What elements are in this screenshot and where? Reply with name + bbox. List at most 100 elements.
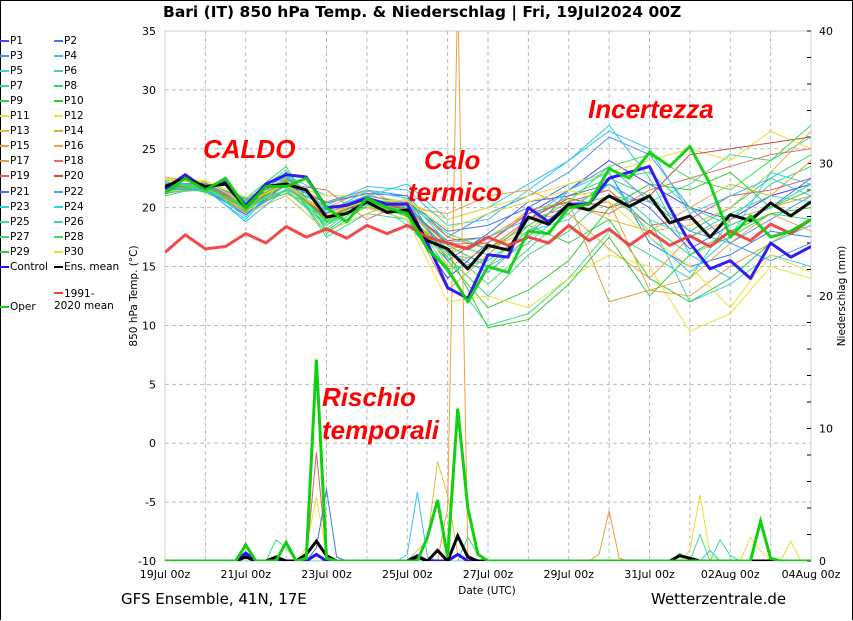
legend-item: P16: [54, 140, 84, 152]
y-axis-label: 850 hPa Temp. (°C): [128, 245, 140, 346]
x-axis-label: Date (UTC): [458, 585, 515, 597]
legend-label: P22: [64, 185, 84, 198]
legend-label: P11: [10, 110, 30, 123]
legend-swatch: [54, 266, 63, 268]
legend-swatch: [0, 55, 9, 58]
legend-item: P3: [0, 50, 23, 62]
series-line-p23: [165, 130, 811, 226]
legend-swatch: [0, 85, 9, 88]
legend-label: P8: [64, 80, 78, 93]
y-tick-label: 30: [142, 84, 156, 97]
legend-item: P29: [0, 246, 30, 258]
legend-label: P5: [10, 65, 24, 78]
legend-swatch: [54, 250, 63, 253]
legend-label: P10: [64, 95, 84, 108]
legend-swatch: [0, 220, 9, 223]
legend-item: P10: [54, 95, 84, 107]
legend-label: P14: [64, 125, 84, 138]
legend-item: P18: [54, 155, 84, 167]
legend-item: P14: [54, 125, 84, 137]
legend-label: P15: [10, 140, 30, 153]
series-line-1991-2020-mean: [165, 218, 811, 254]
precip-line-p11: [165, 494, 811, 561]
legend-swatch: [0, 190, 9, 193]
legend-item: P27: [0, 231, 30, 243]
series-line-p30: [165, 178, 811, 309]
legend-item: P26: [54, 216, 84, 228]
source-credit: Wetterzentrale.de: [651, 590, 787, 608]
x-tick-label: 02Aug 00z: [701, 568, 760, 581]
chart-title: Bari (IT) 850 hPa Temp. & Niederschlag |…: [163, 3, 682, 21]
legend-swatch: [0, 306, 9, 308]
y2-tick-label: 0: [819, 555, 826, 568]
y2-tick-label: 20: [819, 290, 833, 303]
precip-line-p16: [165, 31, 811, 561]
legend-label: P17: [10, 155, 30, 168]
legend-label: P1: [10, 35, 24, 47]
legend-swatch: [54, 160, 63, 163]
y-tick-label: 10: [142, 319, 156, 332]
legend-label: P3: [10, 50, 24, 63]
legend-label: P18: [64, 155, 84, 168]
legend-swatch: [0, 40, 9, 42]
legend-item: P17: [0, 155, 30, 167]
y-tick-label: 20: [142, 202, 156, 215]
x-tick-label: 25Jul 00z: [382, 568, 433, 581]
legend-swatch: [54, 220, 63, 223]
y-tick-label: 0: [149, 437, 156, 450]
y-tick-label: 25: [142, 143, 156, 156]
legend-swatch: [54, 292, 63, 294]
y-tick-label: 5: [149, 378, 156, 391]
legend-item: P23: [0, 201, 30, 213]
legend-item: P7: [0, 80, 23, 92]
legend-label: P9: [10, 95, 24, 108]
precip-line-ens-mean: [165, 532, 811, 561]
series-line-control: [165, 164, 811, 300]
legend-item: P2: [54, 35, 77, 47]
y-tick-label: -5: [145, 496, 156, 509]
annotation-text: temporali: [322, 415, 440, 445]
y2-tick-label: 30: [819, 158, 833, 171]
legend-swatch: [0, 175, 9, 178]
legend-label: P19: [10, 170, 30, 183]
precip-line-p13: [165, 461, 811, 561]
legend-label: P24: [64, 200, 84, 213]
legend-item: P19: [0, 170, 30, 182]
legend-label: P25: [10, 215, 30, 228]
x-tick-label: 29Jul 00z: [543, 568, 594, 581]
precip-line-p26: [165, 533, 811, 561]
legend-item: 1991-2020 mean: [54, 288, 114, 312]
legend-label: P2: [64, 35, 78, 47]
annotation-text: termico: [408, 177, 502, 207]
x-tick-label: 04Aug 00z: [782, 568, 841, 581]
series-line-p22: [165, 165, 811, 274]
x-tick-label: 31Jul 00z: [624, 568, 675, 581]
legend-label: P7: [10, 80, 24, 93]
legend-item: P4: [54, 50, 77, 62]
legend-label: P21: [10, 185, 30, 198]
legend-item: P6: [54, 65, 77, 77]
legend-label: P30: [64, 245, 84, 258]
legend-swatch: [0, 70, 9, 73]
y2-axis-label: Niederschlag (mm): [836, 246, 848, 347]
legend-item: P20: [54, 170, 84, 182]
legend-swatch: [54, 115, 63, 118]
legend-swatch: [54, 175, 63, 178]
legend-item: P24: [54, 201, 84, 213]
annotation-text: Calo: [424, 145, 480, 175]
legend-swatch: [54, 40, 63, 42]
legend-item: P11: [0, 110, 30, 122]
legend-item: Oper: [0, 301, 36, 313]
y2-tick-label: 40: [819, 25, 833, 38]
x-tick-label: 21Jul 00z: [220, 568, 271, 581]
x-tick-label: 27Jul 00z: [463, 568, 514, 581]
legend-swatch: [54, 70, 63, 73]
legend-item: P30: [54, 246, 84, 258]
legend-item: Ens. mean: [54, 261, 119, 273]
legend-swatch: [0, 160, 9, 163]
legend-label: P4: [64, 50, 78, 63]
legend-item: Control: [0, 261, 48, 273]
series-line-oper: [165, 144, 811, 304]
legend-label: P20: [64, 170, 84, 183]
legend-label: P29: [10, 245, 30, 258]
